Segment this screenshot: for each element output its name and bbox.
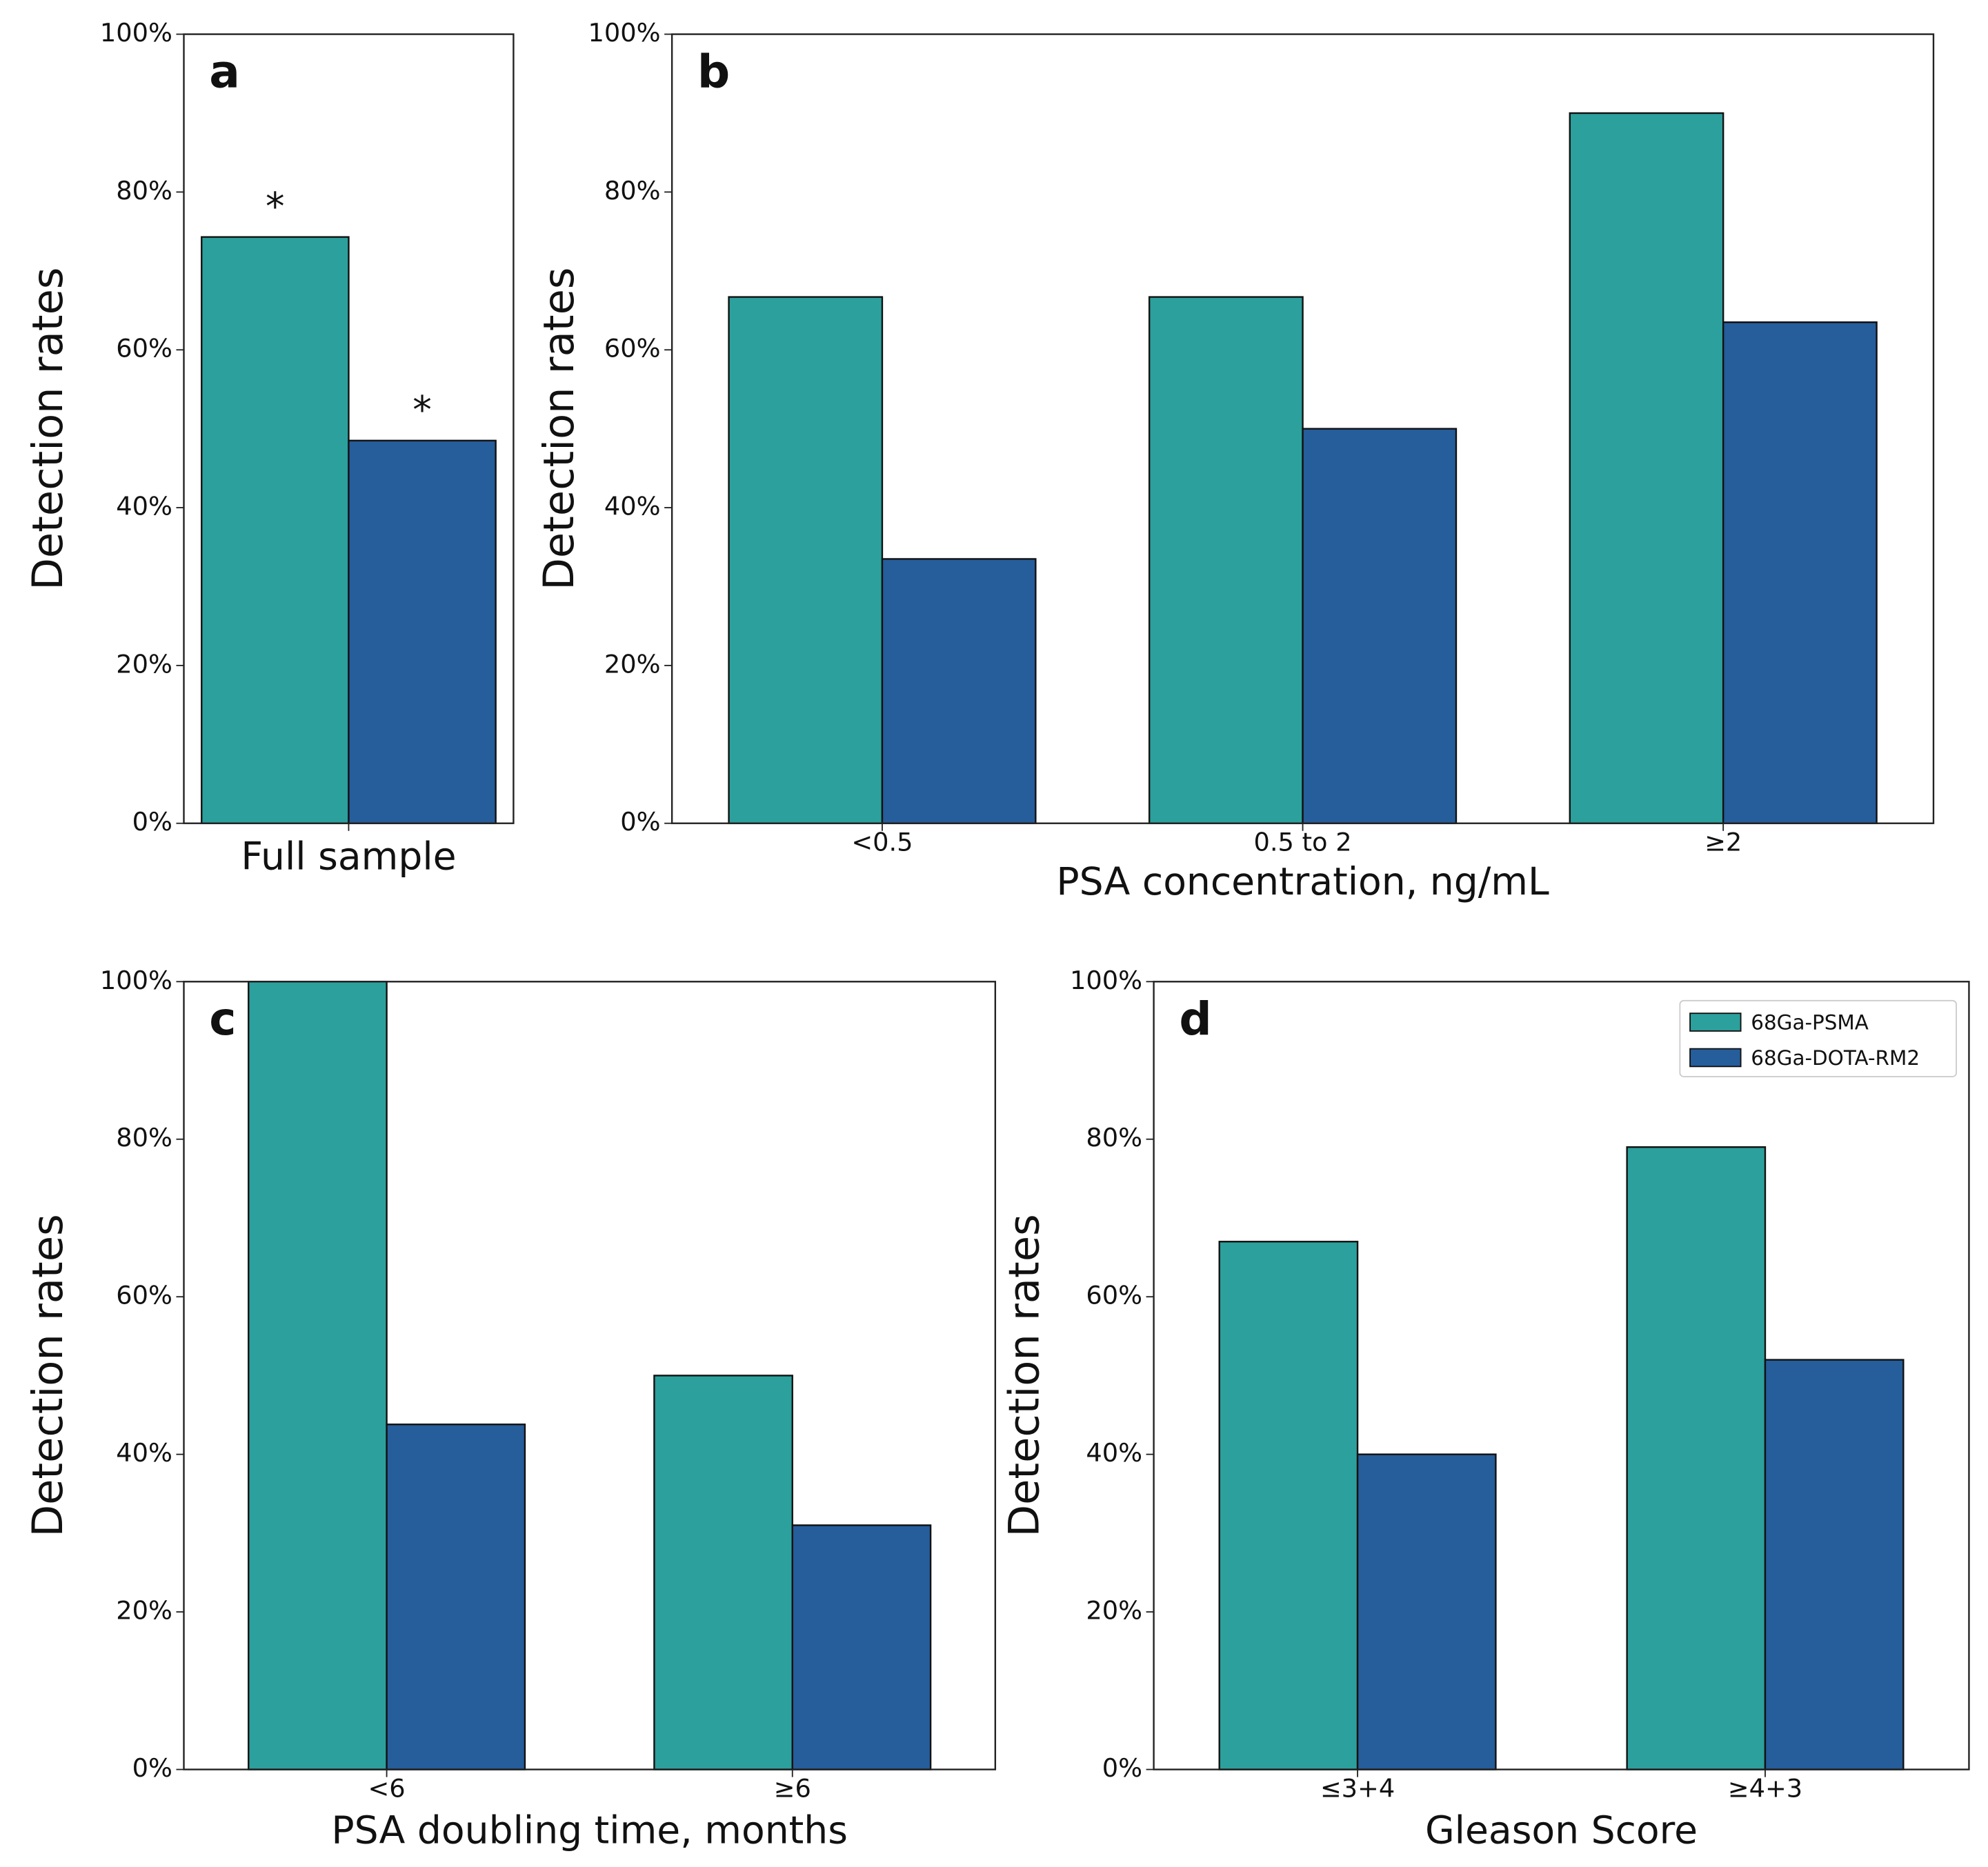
x-tick-label: ≥6 — [774, 1773, 811, 1803]
bar — [1218, 1241, 1359, 1770]
plot-frame — [183, 981, 997, 1770]
bar — [1722, 321, 1878, 824]
panel-label: b — [697, 45, 730, 98]
y-tick-label: 60% — [116, 1281, 172, 1310]
y-axis-label: Detection rates — [1000, 1214, 1048, 1537]
x-axis-label: Gleason Score — [1425, 1808, 1698, 1853]
bar — [1148, 296, 1304, 824]
x-tick-label: 0.5 to 2 — [1254, 828, 1352, 857]
x-tick-label: <0.5 — [851, 828, 913, 857]
bar — [881, 558, 1037, 824]
y-tick-label: 40% — [1086, 1438, 1142, 1468]
bar — [728, 296, 884, 824]
legend-label: 68Ga-PSMA — [1751, 1010, 1869, 1034]
bar — [1626, 1146, 1767, 1770]
y-tick-label: 20% — [116, 1596, 172, 1626]
legend-swatch — [1689, 1012, 1742, 1032]
legend-swatch — [1689, 1048, 1742, 1068]
x-tick-label: ≥2 — [1704, 828, 1742, 857]
y-tick-label: 100% — [1070, 966, 1142, 995]
y-axis-label: Detection rates — [535, 268, 584, 590]
y-tick-label: 60% — [116, 334, 172, 363]
plot-frame — [1153, 981, 1970, 1770]
y-tick-label: 40% — [116, 492, 172, 521]
y-tick-label: 60% — [1086, 1281, 1142, 1310]
y-tick-label: 0% — [620, 807, 660, 837]
bar — [653, 1375, 793, 1770]
x-axis-label: PSA doubling time, months — [331, 1808, 848, 1853]
y-tick-label: 80% — [116, 1123, 172, 1152]
panel-label: a — [209, 45, 240, 98]
y-tick-label: 20% — [116, 649, 172, 679]
y-tick-label: 100% — [100, 966, 172, 995]
y-tick-label: 80% — [116, 176, 172, 206]
annotation: * — [412, 388, 432, 432]
bar — [386, 1424, 526, 1770]
y-tick-label: 0% — [132, 807, 172, 837]
annotation: * — [266, 184, 285, 228]
legend-box — [1679, 999, 1957, 1077]
bar — [348, 439, 497, 824]
x-tick-label: ≥4+3 — [1728, 1773, 1802, 1803]
y-tick-label: 100% — [100, 18, 172, 48]
y-tick-label: 100% — [588, 18, 661, 48]
y-tick-label: 40% — [604, 492, 661, 521]
panel-label: c — [209, 992, 236, 1046]
x-tick-label: <6 — [368, 1773, 406, 1803]
y-tick-label: 40% — [116, 1438, 172, 1468]
y-tick-label: 80% — [1086, 1123, 1142, 1152]
y-tick-label: 20% — [1086, 1596, 1142, 1626]
y-tick-label: 80% — [604, 176, 661, 206]
plot-frame — [670, 33, 1935, 824]
x-tick-label: ≤3+4 — [1320, 1773, 1395, 1803]
bar — [791, 1524, 932, 1770]
y-tick-label: 20% — [604, 649, 661, 679]
y-axis-label: Detection rates — [24, 268, 72, 590]
panel-label: d — [1179, 992, 1211, 1046]
bar — [1356, 1453, 1497, 1770]
x-axis-label: Full sample — [241, 834, 456, 878]
bar — [1764, 1359, 1905, 1770]
legend-label: 68Ga-DOTA-RM2 — [1751, 1046, 1920, 1070]
bar — [248, 981, 388, 1770]
bar — [1302, 428, 1458, 824]
bar — [1569, 112, 1724, 824]
bar — [201, 236, 350, 824]
plot-frame — [183, 33, 515, 824]
x-axis-label: PSA concentration, ng/mL — [1056, 859, 1549, 903]
y-tick-label: 0% — [1102, 1753, 1142, 1783]
y-axis-label: Detection rates — [24, 1214, 72, 1537]
y-tick-label: 60% — [604, 334, 661, 363]
y-tick-label: 0% — [132, 1753, 172, 1783]
